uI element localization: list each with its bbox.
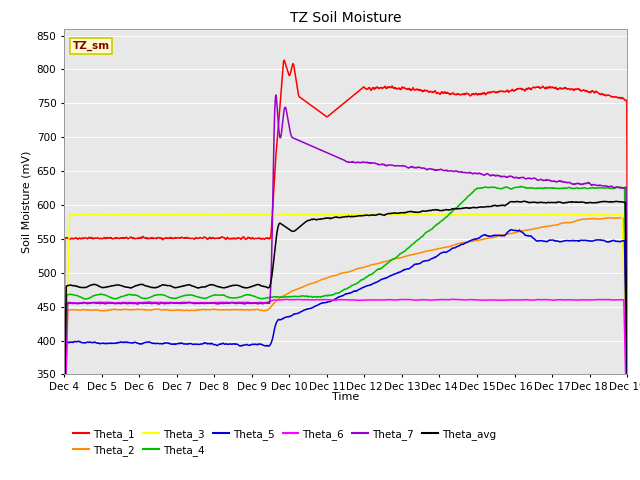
Legend: Theta_1, Theta_2, Theta_3, Theta_4, Theta_5, Theta_6, Theta_7, Theta_avg: Theta_1, Theta_2, Theta_3, Theta_4, Thet… xyxy=(69,424,500,460)
Y-axis label: Soil Moisture (mV): Soil Moisture (mV) xyxy=(21,150,31,253)
Text: TZ_sm: TZ_sm xyxy=(72,41,109,51)
Title: TZ Soil Moisture: TZ Soil Moisture xyxy=(290,11,401,25)
X-axis label: Time: Time xyxy=(332,392,359,402)
